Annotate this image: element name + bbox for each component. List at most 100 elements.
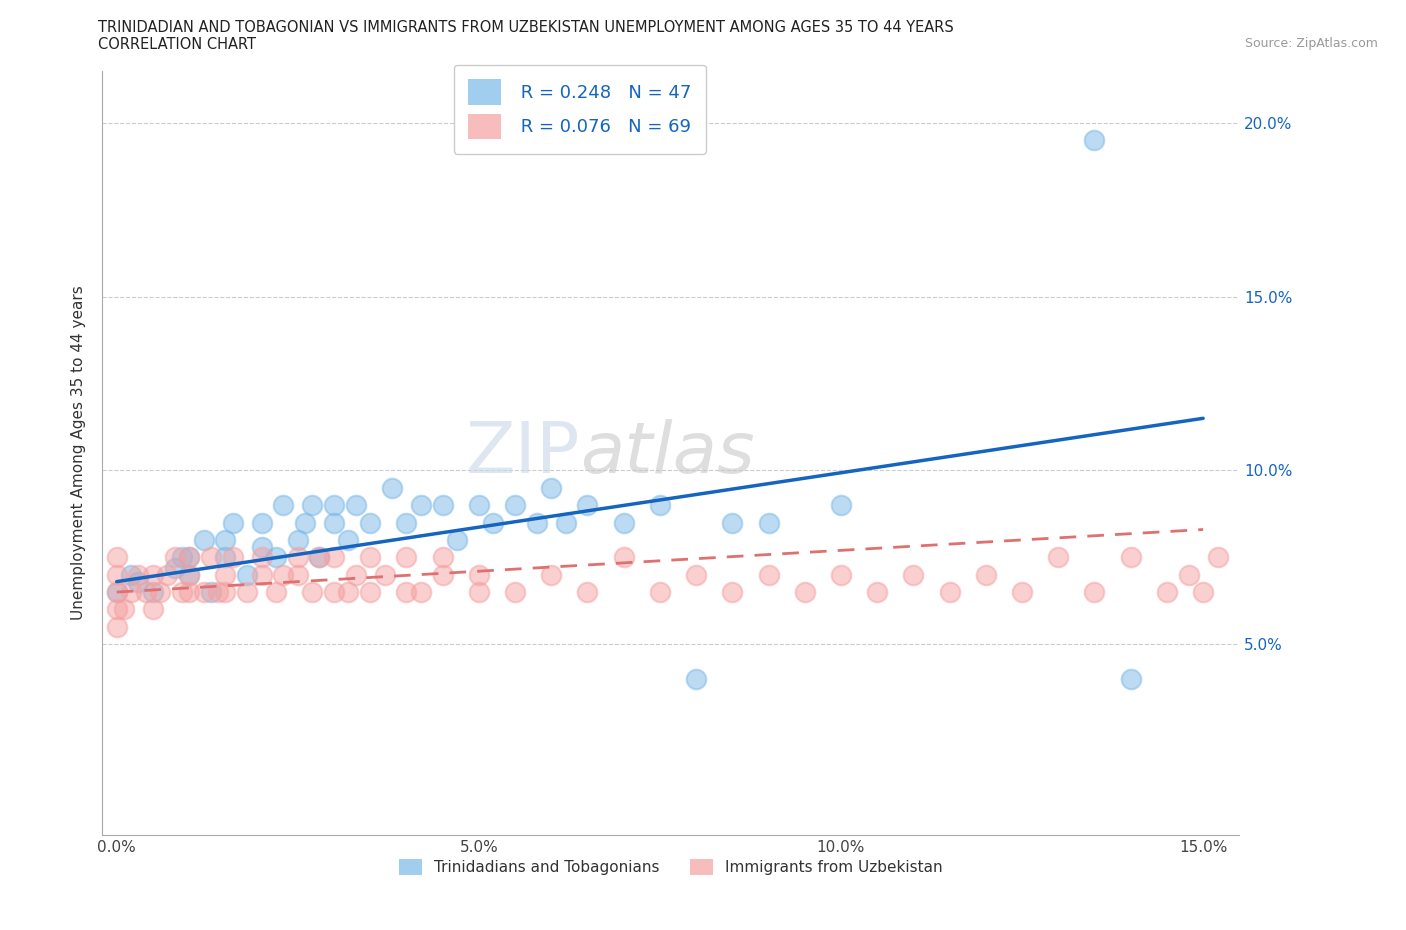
Point [264,585,287,600]
Point [179,550,201,565]
Point [323,498,346,512]
Point [149,585,172,600]
Point [344,498,367,512]
Point [127,567,149,582]
Point [1177,567,1199,582]
Point [359,515,381,530]
Point [468,567,491,582]
Point [200,585,222,600]
Point [1119,550,1142,565]
Point [250,539,273,554]
Point [381,481,404,496]
Point [1156,585,1178,600]
Point [142,567,165,582]
Text: Source: ZipAtlas.com: Source: ZipAtlas.com [1244,37,1378,50]
Point [163,560,186,575]
Point [938,585,960,600]
Point [294,515,316,530]
Point [540,481,562,496]
Point [432,550,454,565]
Point [236,585,259,600]
Point [648,585,671,600]
Point [409,498,432,512]
Point [127,574,149,589]
Point [236,567,259,582]
Point [866,585,889,600]
Point [221,550,243,565]
Point [1047,550,1070,565]
Text: ZIP: ZIP [465,418,579,487]
Point [395,515,418,530]
Point [301,498,323,512]
Point [105,567,128,582]
Point [613,550,636,565]
Point [721,515,744,530]
Point [830,498,852,512]
Point [105,602,128,617]
Point [193,585,215,600]
Point [526,515,548,530]
Point [105,550,128,565]
Point [359,585,381,600]
Point [214,567,236,582]
Point [503,498,526,512]
Point [163,550,186,565]
Point [323,585,346,600]
Point [250,567,273,582]
Point [308,550,330,565]
Point [359,550,381,565]
Point [170,585,193,600]
Point [156,567,179,582]
Point [214,533,236,548]
Text: CORRELATION CHART: CORRELATION CHART [98,37,256,52]
Point [1083,585,1105,600]
Point [179,585,201,600]
Point [214,585,236,600]
Point [395,550,418,565]
Text: atlas: atlas [579,418,755,487]
Point [250,515,273,530]
Point [344,567,367,582]
Point [1119,671,1142,686]
Point [482,515,505,530]
Point [1083,133,1105,148]
Point [409,585,432,600]
Point [337,585,360,600]
Y-axis label: Unemployment Among Ages 35 to 44 years: Unemployment Among Ages 35 to 44 years [72,286,86,620]
Point [120,567,142,582]
Point [758,515,780,530]
Point [120,585,142,600]
Point [903,567,925,582]
Point [193,533,215,548]
Point [468,498,491,512]
Point [721,585,744,600]
Point [287,567,309,582]
Point [685,567,707,582]
Point [287,550,309,565]
Point [554,515,576,530]
Point [105,585,128,600]
Point [207,585,229,600]
Point [308,550,330,565]
Point [468,585,491,600]
Point [446,533,468,548]
Point [374,567,396,582]
Point [432,567,454,582]
Point [170,550,193,565]
Point [214,550,236,565]
Point [1011,585,1033,600]
Point [323,550,346,565]
Point [830,567,852,582]
Point [793,585,815,600]
Text: TRINIDADIAN AND TOBAGONIAN VS IMMIGRANTS FROM UZBEKISTAN UNEMPLOYMENT AMONG AGES: TRINIDADIAN AND TOBAGONIAN VS IMMIGRANTS… [98,20,955,35]
Point [105,585,128,600]
Point [503,585,526,600]
Point [432,498,454,512]
Point [142,585,165,600]
Point [648,498,671,512]
Point [142,602,165,617]
Point [1192,585,1215,600]
Point [179,550,201,565]
Point [758,567,780,582]
Point [200,550,222,565]
